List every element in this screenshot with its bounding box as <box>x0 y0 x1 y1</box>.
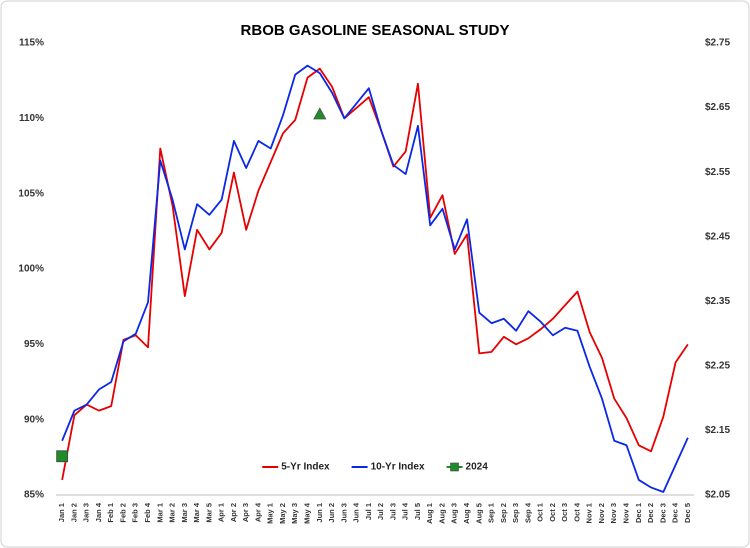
x-tick-label: Mar 1 <box>155 503 164 523</box>
x-tick-label: May 4 <box>303 502 312 524</box>
x-tick-label: Feb 4 <box>143 502 152 522</box>
x-tick-label: Jul 3 <box>388 503 397 520</box>
x-tick-label: Mar 4 <box>192 502 201 522</box>
x-tick-label: Apr 2 <box>229 503 238 522</box>
x-tick-label: May 2 <box>278 503 287 524</box>
y-tick-label: 115% <box>19 38 44 49</box>
x-tick-label: Sep 2 <box>499 503 508 523</box>
x-tick-label: Jul 5 <box>413 503 422 520</box>
y2-tick-label: $2.65 <box>705 102 730 113</box>
x-tick-label: May 1 <box>266 503 275 524</box>
legend: 5-Yr Index 10-Yr Index 2024 <box>262 462 488 473</box>
x-tick-label: Jul 2 <box>376 503 385 520</box>
legend-label: 10-Yr Index <box>371 462 425 473</box>
x-tick-label: Oct 1 <box>536 503 545 522</box>
legend-marker <box>450 462 459 472</box>
x-tick-label: Jun 1 <box>315 503 324 523</box>
x-tick-label: Jul 1 <box>364 503 373 520</box>
legend-label: 2024 <box>466 462 489 473</box>
x-tick-label: Dec 3 <box>658 503 667 523</box>
x-tick-label: Sep 4 <box>523 502 532 523</box>
y2-tick-label: $2.75 <box>705 38 730 49</box>
x-tick-label: Oct 2 <box>548 503 557 522</box>
x-tick-label: Nov 4 <box>622 502 631 523</box>
y-tick-label: 100% <box>18 264 44 275</box>
y-tick-label: 105% <box>18 188 44 199</box>
point-marker <box>313 107 327 120</box>
y2-tick-label: $2.45 <box>705 231 730 242</box>
y-tick-label: 85% <box>24 490 44 501</box>
x-tick-label: Nov 3 <box>609 503 618 523</box>
x-tick-label: Mar 2 <box>168 503 177 523</box>
series-line <box>61 67 689 481</box>
chart-title: RBOB GASOLINE SEASONAL STUDY <box>241 22 510 39</box>
x-tick-label: May 3 <box>290 503 299 524</box>
y2-tick-label: $2.35 <box>705 296 730 307</box>
x-tick-label: Nov 2 <box>597 503 606 523</box>
series-line <box>61 64 689 493</box>
x-tick-label: Sep 1 <box>487 503 496 523</box>
x-tick-label: Jun 4 <box>352 502 361 522</box>
x-tick-label: Dec 2 <box>646 503 655 523</box>
x-tick-label: Jan 4 <box>94 502 103 522</box>
x-tick-label: Dec 5 <box>683 503 692 523</box>
y-tick-label: 110% <box>19 113 44 124</box>
x-tick-label: Apr 3 <box>241 503 250 522</box>
x-tick-label: Feb 3 <box>131 503 140 523</box>
x-tick-label: Nov 1 <box>585 503 594 523</box>
x-tick-label: Mar 3 <box>180 503 189 523</box>
x-tick-label: Aug 1 <box>425 503 434 524</box>
x-tick-label: Jun 2 <box>327 503 336 523</box>
y-tick-label: 95% <box>24 339 44 350</box>
x-tick-label: Dec 4 <box>671 502 680 523</box>
x-tick-label: Feb 1 <box>106 503 115 523</box>
x-tick-label: Aug 3 <box>450 503 459 524</box>
legend-label: 5-Yr Index <box>281 462 330 473</box>
y-tick-label: 90% <box>24 414 44 425</box>
x-tick-label: Apr 1 <box>217 503 226 522</box>
x-tick-label: Aug 5 <box>474 503 483 524</box>
x-tick-label: Sep 3 <box>511 503 520 523</box>
x-tick-label: Jun 3 <box>339 503 348 523</box>
y2-tick-label: $2.55 <box>705 167 730 178</box>
x-tick-label: Aug 4 <box>462 502 471 524</box>
x-tick-label: Apr 4 <box>253 502 262 522</box>
point-marker <box>56 450 69 463</box>
x-tick-label: Jan 1 <box>57 503 66 522</box>
y2-tick-label: $2.05 <box>705 490 730 501</box>
y2-tick-label: $2.15 <box>705 425 730 436</box>
x-tick-label: Aug 2 <box>437 503 446 524</box>
x-tick-label: Jul 4 <box>401 502 410 520</box>
x-tick-label: Oct 4 <box>572 502 581 522</box>
x-tick-label: Oct 3 <box>560 503 569 522</box>
x-tick-label: Feb 2 <box>118 503 127 523</box>
x-tick-label: Dec 1 <box>634 503 643 523</box>
x-tick-label: Mar 5 <box>204 503 213 523</box>
x-tick-label: Jan 3 <box>82 503 91 522</box>
x-tick-label: Jan 2 <box>69 503 78 522</box>
y2-tick-label: $2.25 <box>705 360 730 371</box>
